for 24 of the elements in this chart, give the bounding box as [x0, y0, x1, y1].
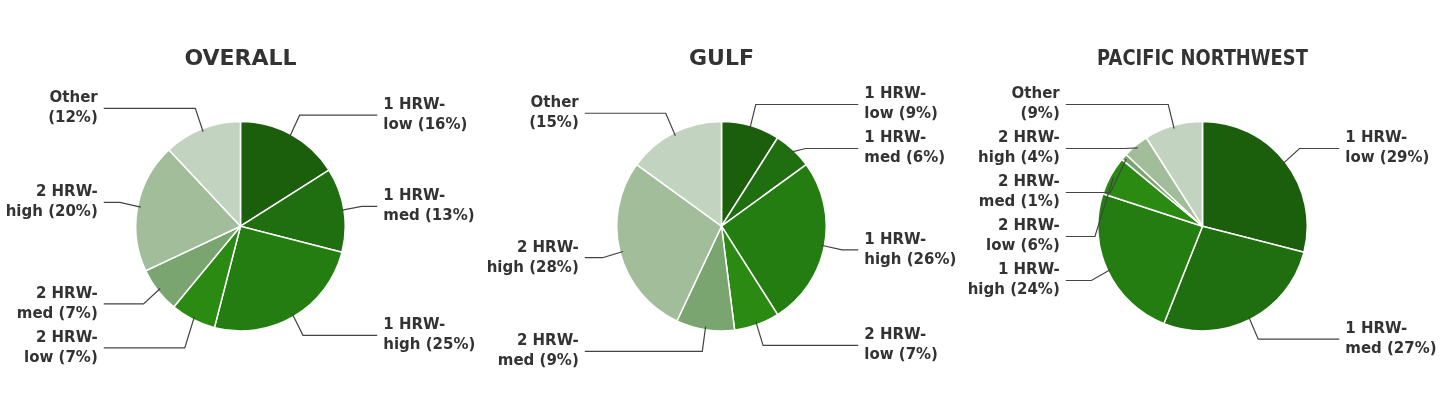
slice-label: 1 HRW-med (6%)	[864, 128, 946, 167]
slice-label: 1 HRW-low (29%)	[1345, 128, 1430, 167]
slice-label: 2 HRW-high (4%)	[978, 128, 1060, 167]
slice-label: 2 HRW-high (20%)	[5, 182, 98, 221]
chart-title: OVERALL	[184, 44, 297, 70]
slice-label: 2 HRW-med (1%)	[978, 172, 1060, 211]
slice-label: 2 HRW-low (7%)	[24, 327, 98, 366]
chart-title: PACIFIC NORTHWEST	[1097, 44, 1309, 71]
slice-label: 2 HRW-high (28%)	[486, 237, 579, 276]
slice-label: 1 HRW-low (9%)	[864, 84, 938, 123]
slice-label: 1 HRW-med (27%)	[1345, 319, 1437, 358]
slice-label: Other (9%)	[1011, 84, 1061, 123]
slice-label: 1 HRW-high (26%)	[864, 229, 957, 268]
chart-title: GULF	[689, 44, 754, 70]
slice-label: 2 HRW-med (9%)	[497, 331, 579, 370]
slice-label: 2 HRW-low (7%)	[864, 325, 938, 364]
slice-label: 1 HRW-high (24%)	[967, 260, 1060, 299]
slice-label: 1 HRW-high (25%)	[383, 315, 476, 354]
slice-label: Other (12%)	[48, 88, 99, 127]
slice-label: 2 HRW-med (7%)	[16, 283, 98, 322]
slice-label: 2 HRW-low (6%)	[986, 216, 1060, 255]
slice-label: Other (15%)	[529, 93, 580, 132]
slice-label: 1 HRW-med (13%)	[383, 186, 475, 225]
slice-label: 1 HRW-low (16%)	[383, 95, 468, 134]
